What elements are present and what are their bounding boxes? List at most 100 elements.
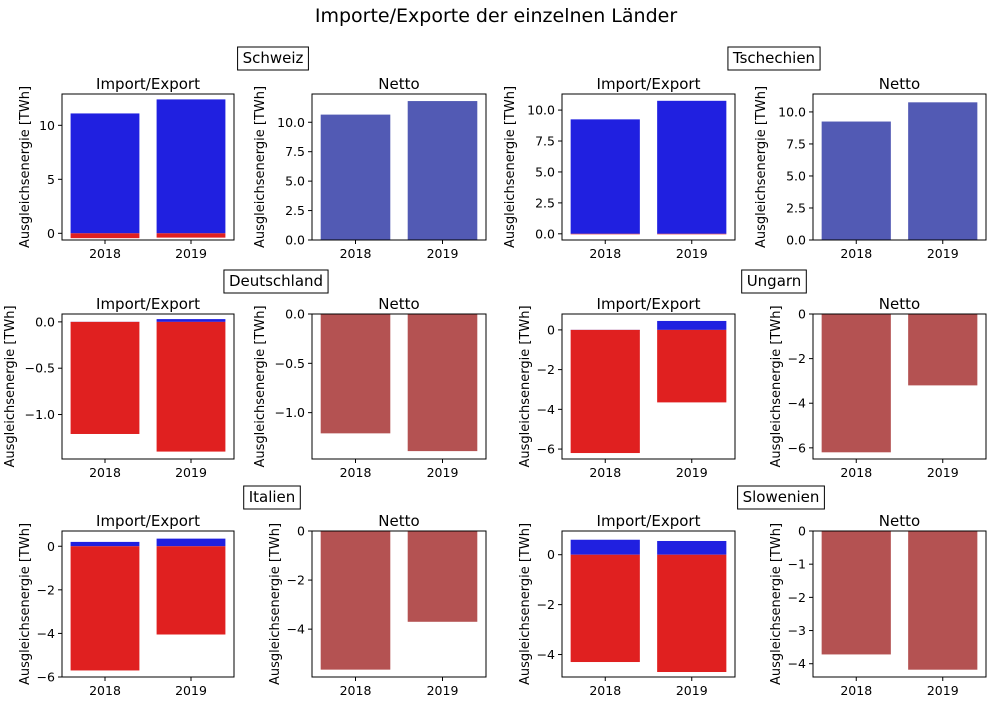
x-tick-label: 2018 [589, 683, 621, 698]
x-tick-label: 2019 [175, 465, 207, 480]
x-tick-label: 2018 [340, 465, 372, 480]
country-name: Italien [249, 488, 296, 506]
y-tick-label: 0 [798, 307, 806, 322]
netto-bar-2019 [908, 531, 978, 670]
y-tick-label: 0.0 [285, 307, 305, 322]
y-axis-label: Ausgleichsenergie [TWh] [503, 86, 518, 248]
import-bar-2018 [570, 119, 640, 234]
y-tick-label: −4 [537, 647, 555, 662]
y-tick-label: −4 [287, 622, 305, 637]
y-tick-label: 7.5 [786, 136, 806, 151]
axes-frame [812, 93, 987, 241]
axes-frame [61, 313, 235, 460]
x-tick-label: 2018 [840, 246, 872, 261]
country-label-tschechien: Tschechien [727, 46, 821, 71]
y-tick-label: 0 [798, 524, 806, 539]
y-axis-label: Ausgleichsenergie [TWh] [518, 305, 533, 467]
y-tick-label: −6 [788, 440, 806, 455]
subplot-title: Netto [879, 512, 920, 530]
x-tick-label: 2018 [589, 465, 621, 480]
x-tick-label: 2019 [427, 465, 459, 480]
y-tick-label: −1.0 [275, 405, 305, 420]
y-tick-label: 10 [39, 118, 55, 133]
y-axis-label: Ausgleichsenergie [TWh] [18, 523, 33, 685]
x-tick-label: 2018 [340, 683, 372, 698]
panel-tschechien-netto: Netto 0.0 2.5 5.0 7.5 10.0 2018 2019 Ausgleichse… [754, 75, 987, 261]
country-name: Ungarn [747, 272, 802, 290]
country-name: Schweiz [243, 49, 304, 67]
y-tick-label: 0 [297, 524, 305, 539]
y-tick-label: 0.0 [285, 233, 305, 248]
netto-bar-2019 [407, 101, 478, 240]
y-tick-label: 7.5 [285, 144, 305, 159]
country-label-box [237, 46, 309, 71]
y-tick-label: −1.0 [25, 407, 55, 422]
netto-bar-2018 [821, 531, 891, 655]
axes-frame [311, 530, 487, 678]
y-tick-label: 10.0 [277, 115, 305, 130]
y-tick-label: 5.0 [786, 168, 806, 183]
export-bar-2018 [70, 233, 140, 239]
export-bar-2018 [70, 546, 140, 671]
netto-bar-2019 [407, 314, 478, 452]
subplot-title: Import/Export [597, 295, 701, 313]
y-tick-label: −3 [788, 623, 806, 638]
netto-bar-2018 [821, 314, 891, 453]
axes-frame [311, 93, 487, 241]
x-tick-label: 2019 [676, 683, 708, 698]
netto-bar-2019 [908, 102, 978, 241]
y-tick-label: −4 [537, 402, 555, 417]
export-bar-2018 [70, 321, 140, 434]
subplot-title: Import/Export [96, 295, 200, 313]
panel-schweiz-netto: Netto 0.0 2.5 5.0 7.5 10.0 2018 2019 Ausgleichse… [253, 75, 487, 261]
import-bar-2019 [156, 538, 226, 547]
y-tick-label: 0 [47, 539, 55, 554]
y-tick-label: −2 [537, 597, 555, 612]
subplot-title: Import/Export [96, 512, 200, 530]
x-tick-label: 2019 [676, 246, 708, 261]
y-axis-label: Ausgleichsenergie [TWh] [518, 523, 533, 685]
y-tick-label: −6 [37, 670, 55, 685]
y-tick-label: 5.0 [535, 164, 555, 179]
y-tick-label: 0.0 [35, 314, 55, 329]
country-label-box [223, 269, 329, 294]
x-tick-label: 2018 [89, 246, 121, 261]
y-tick-label: 7.5 [535, 134, 555, 149]
axes-frame [61, 530, 235, 678]
export-bar-2018 [570, 329, 640, 454]
panel-ungarn-netto: Netto 0 −2 −4 −6 2018 2019 Ausgleichsenergie [T… [769, 295, 987, 480]
panel-deutschland-netto: Netto 0.0 −0.5 −1.0 2018 2019 Ausgleichsenergi… [253, 295, 487, 480]
import-bar-2018 [570, 539, 640, 555]
import-bar-2019 [657, 540, 727, 555]
panel-italien-netto: Netto 0 −2 −4 2018 2019 Ausgleichsenergie [TWh… [268, 512, 487, 698]
subplot-title: Netto [879, 295, 920, 313]
y-tick-label: 0.0 [535, 226, 555, 241]
axes-frame [561, 530, 736, 678]
y-tick-label: −0.5 [275, 356, 305, 371]
export-bar-2019 [657, 554, 727, 673]
y-axis-label: Ausgleichsenergie [TWh] [754, 86, 769, 248]
import-bar-2018 [70, 541, 140, 547]
axes-frame [61, 93, 235, 241]
y-tick-label: −4 [788, 396, 806, 411]
y-tick-label: 2.5 [786, 200, 806, 215]
export-bar-2019 [156, 233, 226, 238]
netto-bar-2018 [821, 121, 891, 240]
panel-tschechien-import-export: Import/Export 0.0 2.5 5.0 7.5 10.0 2018 2019 Aus… [503, 75, 736, 261]
country-name: Tschechien [732, 49, 815, 67]
y-tick-label: −1 [788, 557, 806, 572]
x-tick-label: 2019 [676, 465, 708, 480]
y-tick-label: 10.0 [527, 103, 555, 118]
export-bar-2019 [657, 329, 727, 403]
x-tick-label: 2019 [927, 465, 959, 480]
y-axis-label: Ausgleichsenergie [TWh] [18, 86, 33, 248]
x-tick-label: 2018 [840, 465, 872, 480]
x-tick-label: 2018 [340, 246, 372, 261]
export-bar-2019 [156, 546, 226, 635]
import-bar-2019 [156, 319, 226, 322]
y-tick-label: 10.0 [778, 104, 806, 119]
y-tick-label: −2 [537, 362, 555, 377]
panel-slowenien-import-export: Import/Export 0 −2 −4 2018 2019 Ausgleichsener… [518, 512, 736, 698]
subplot-title: Netto [378, 512, 419, 530]
